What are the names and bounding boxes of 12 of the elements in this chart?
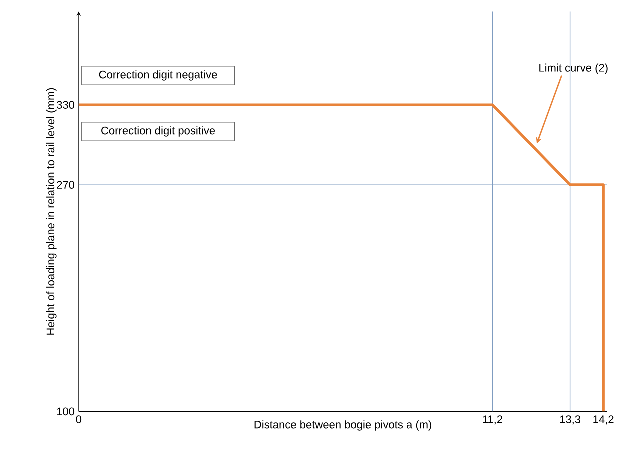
y-tick-label: 330 [56, 101, 75, 110]
y-axis-title: Height of loading plane in relation to rail level (mm) [46, 88, 57, 336]
x-tick-label: 14,2 [594, 416, 614, 425]
x-tick-label: 0 [76, 416, 82, 424]
x-axis-title: Distance between bogie pivots a (m) [254, 420, 432, 432]
x-tick-label: 13,3 [560, 416, 581, 425]
y-tick-label: 100 [57, 408, 75, 416]
annotation: Limit curve (2) [540, 64, 608, 74]
y-tick-label: 270 [57, 181, 75, 190]
annotation: Correction digit negative [99, 70, 218, 82]
annotation: Correction digit positive [102, 126, 216, 138]
x-tick-label: 11,2 [483, 416, 502, 425]
